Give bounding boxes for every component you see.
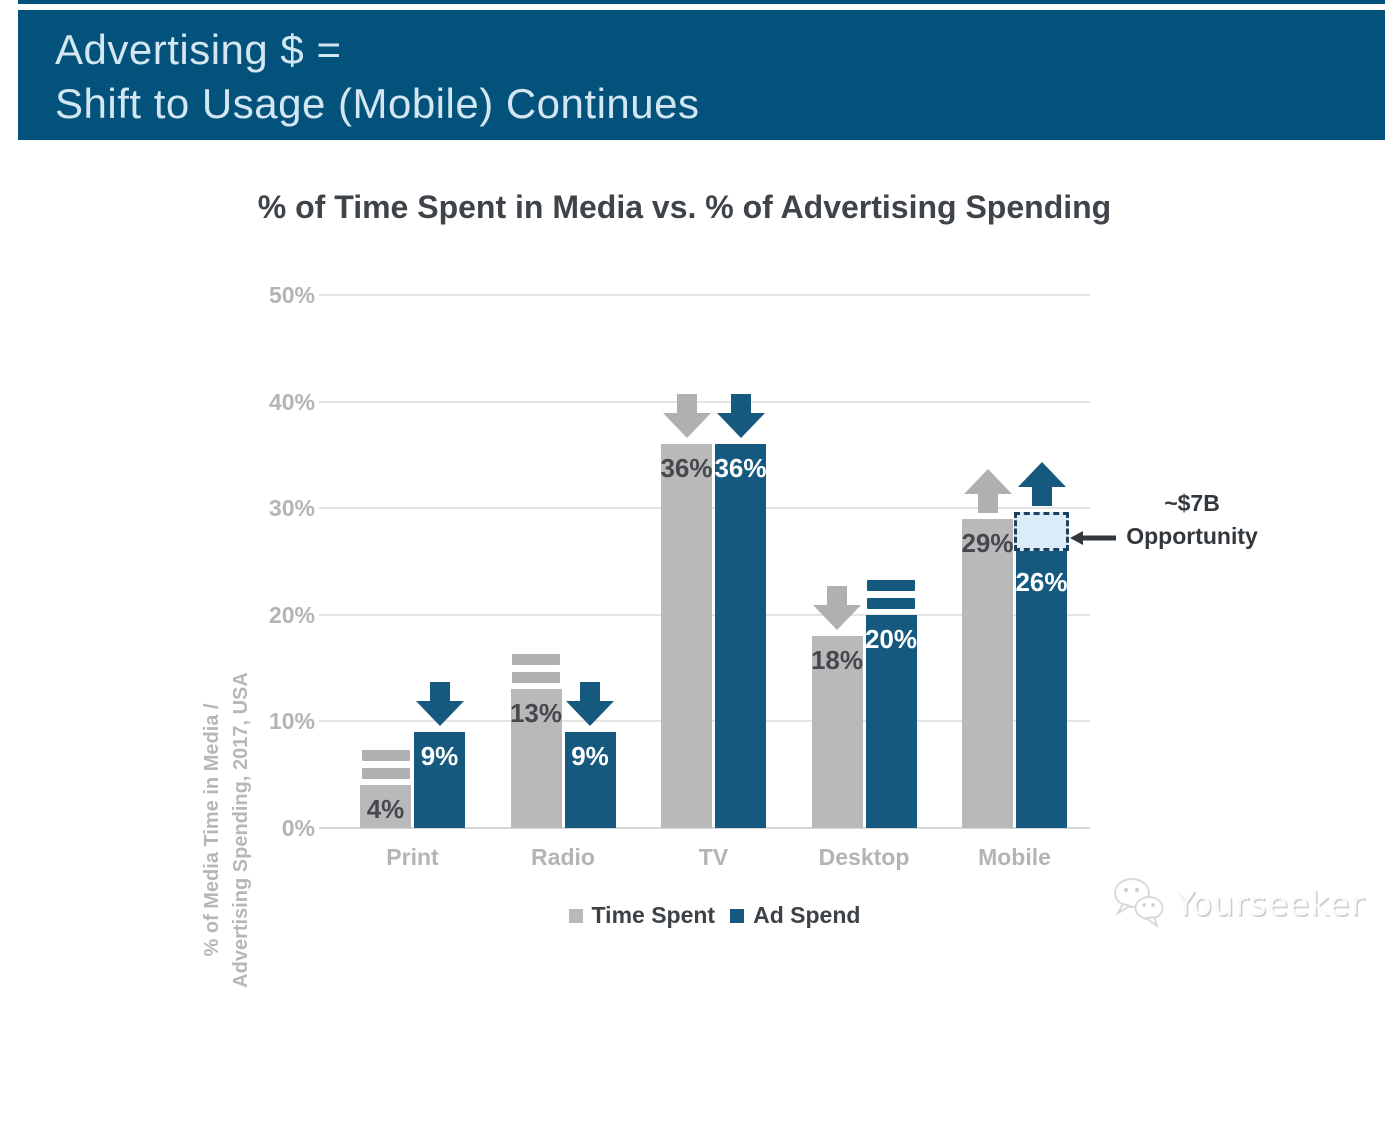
category-label-tv: TV <box>698 844 729 870</box>
trend-down-icon <box>415 682 464 727</box>
y-tick-label-20: 20% <box>268 601 315 628</box>
bar-radio-time-spent: 13% <box>510 689 562 828</box>
bar-radio-ad-spend: 9% <box>564 732 616 828</box>
header-line-1: Advertising $ = <box>55 26 342 73</box>
arrow-head <box>566 701 614 727</box>
slide-header-banner: Advertising $ = Shift to Usage (Mobile) … <box>18 10 1385 140</box>
trend-equals-icon <box>867 579 915 609</box>
legend-label: Ad Spend <box>753 902 861 928</box>
bar-print-time-spent: 4% <box>360 785 411 828</box>
bar-value-label: 26% <box>1015 566 1068 597</box>
chart-legend: Time Spent Ad Spend <box>15 902 1399 929</box>
annotation-line-2: Opportunity <box>1126 523 1258 549</box>
arrow-head <box>662 413 711 439</box>
bar-value-label: 4% <box>366 794 405 825</box>
y-tick-label-10: 10% <box>268 708 315 735</box>
trend-up-icon <box>1017 462 1066 507</box>
equals-bar <box>512 672 560 684</box>
bar-value-label: 36% <box>714 453 767 484</box>
arrow-head <box>963 468 1012 494</box>
plot-area: % of Media Time in Media / Advertising S… <box>201 282 1090 988</box>
slide: Advertising $ = Shift to Usage (Mobile) … <box>15 0 1399 988</box>
legend-swatch <box>730 908 745 923</box>
bar-mobile-time-spent: 29% <box>961 518 1014 828</box>
legend-item-ad-spend: Ad Spend <box>730 902 860 929</box>
bar-desktop-time-spent: 18% <box>811 636 863 828</box>
y-tick-label-50: 50% <box>268 282 315 308</box>
bar-tv-ad-spend: 36% <box>714 444 767 828</box>
category-label-desktop: Desktop <box>818 844 910 870</box>
annotation-left-arrow-icon <box>1070 531 1116 545</box>
arrow-shaft <box>827 586 847 606</box>
annotation-text: ~$7B Opportunity <box>1112 487 1272 553</box>
arrow-head <box>415 701 464 727</box>
equals-bar <box>867 597 915 609</box>
gridline-40 <box>319 400 1090 403</box>
bar-value-label: 13% <box>509 698 563 729</box>
watermark: Yourseeker <box>1111 876 1365 930</box>
bar-desktop-ad-spend: 20% <box>865 614 917 828</box>
bar-value-label: 29% <box>961 527 1014 558</box>
bar-value-label: 9% <box>420 741 459 772</box>
legend-label: Time Spent <box>591 902 716 928</box>
arrow-head <box>1017 462 1066 488</box>
category-label-mobile: Mobile <box>978 844 1051 870</box>
annotation-line-1: ~$7B <box>1164 490 1220 516</box>
bar-value-label: 9% <box>571 741 609 772</box>
bar-value-label: 18% <box>810 645 864 676</box>
equals-bar <box>512 654 560 666</box>
wechat-logo-icon <box>1113 878 1164 929</box>
header-line-2: Shift to Usage (Mobile) Continues <box>55 80 700 127</box>
y-tick-label-30: 30% <box>268 495 315 522</box>
trend-down-icon <box>662 394 711 439</box>
trend-down-icon <box>566 682 614 727</box>
gridline-50 <box>319 294 1090 296</box>
bar-value-label: 36% <box>660 453 713 484</box>
slide-top-border <box>18 0 1385 4</box>
legend-swatch <box>568 908 583 923</box>
arrow-shaft <box>730 394 751 414</box>
y-axis-title-line-1: % of Media Time in Media / <box>201 703 223 957</box>
y-tick-label-0: 0% <box>281 815 315 841</box>
equals-bar <box>361 750 410 762</box>
bar-value-label: 20% <box>864 623 918 654</box>
trend-equals-icon <box>512 654 560 684</box>
category-label-radio: Radio <box>531 844 595 870</box>
gridline-0 <box>319 827 1090 829</box>
y-tick-label-40: 40% <box>268 388 315 415</box>
category-label-print: Print <box>386 844 439 870</box>
arrow-shaft <box>676 394 697 414</box>
trend-up-icon <box>963 468 1012 513</box>
arrow-head <box>813 605 861 631</box>
trend-down-icon <box>813 586 861 631</box>
arrow-shaft <box>1031 487 1052 507</box>
bar-print-ad-spend: 9% <box>414 732 465 828</box>
arrow-shaft <box>580 682 600 702</box>
chart-title: % of Time Spent in Media vs. % of Advert… <box>257 189 1112 225</box>
watermark-label: Yourseeker <box>1174 883 1365 923</box>
bar-tv-time-spent: 36% <box>660 444 713 828</box>
trend-down-icon <box>716 394 765 439</box>
equals-bar <box>867 579 915 591</box>
arrow-shaft <box>429 682 450 702</box>
opportunity-box <box>1014 512 1069 551</box>
arrow-shaft <box>977 493 998 513</box>
trend-equals-icon <box>361 750 410 780</box>
legend-item-time-spent: Time Spent <box>568 902 716 929</box>
arrow-head <box>716 413 765 439</box>
bar-mobile-ad-spend: 26% <box>1015 550 1068 828</box>
equals-bar <box>361 768 410 780</box>
